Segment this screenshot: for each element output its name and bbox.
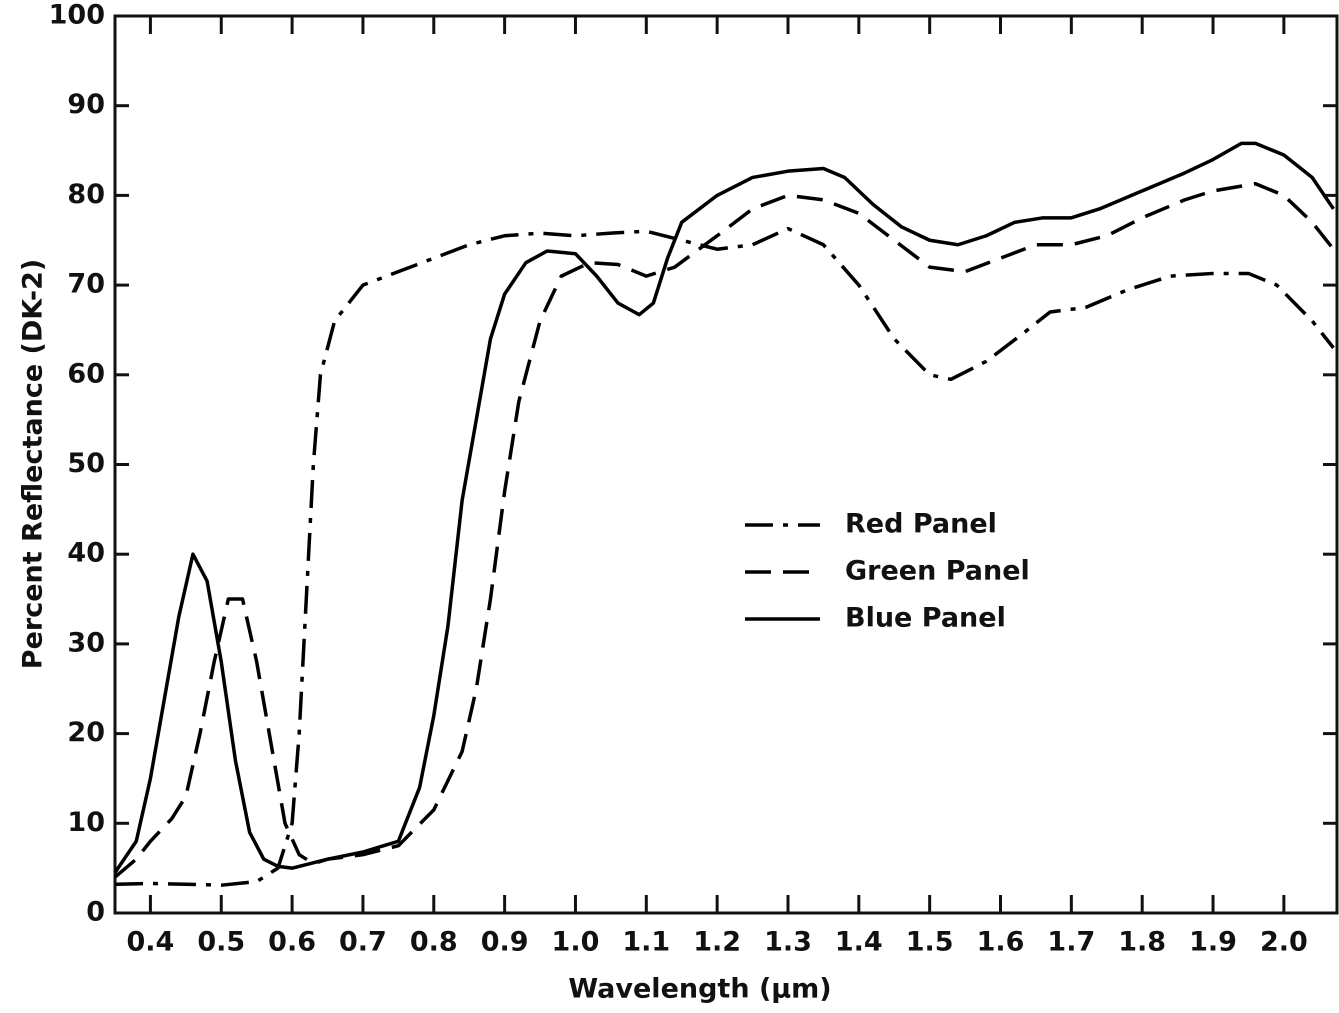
y-tick-label: 20 — [67, 717, 105, 748]
x-tick-label: 1.0 — [552, 927, 600, 958]
x-tick-label: 0.7 — [339, 927, 387, 958]
y-tick-label: 30 — [67, 627, 105, 658]
x-tick-label: 1.1 — [622, 927, 670, 958]
y-tick-label: 80 — [67, 179, 105, 210]
data-line — [113, 141, 1335, 874]
y-tick-label: 70 — [67, 269, 105, 300]
legend-label: Blue Panel — [845, 603, 1006, 634]
x-tick-label: 0.4 — [126, 927, 174, 958]
y-tick-label: 0 — [86, 897, 105, 928]
y-tick-label: 10 — [67, 807, 105, 838]
x-tick-label: 1.9 — [1189, 927, 1237, 958]
x-tick-label: 0.5 — [197, 927, 245, 958]
x-tick-label: 1.4 — [835, 927, 883, 958]
x-tick-label: 0.6 — [268, 927, 316, 958]
plot-frame — [113, 14, 1339, 915]
x-tick-label: 2.0 — [1260, 927, 1308, 958]
x-axis-label: Wavelength (μm) — [568, 974, 831, 1005]
y-tick-label: 40 — [67, 538, 105, 569]
y-axis-label: Percent Reflectance (DK-2) — [18, 259, 49, 669]
x-tick-label: 0.9 — [481, 927, 529, 958]
x-tick-label: 1.2 — [693, 927, 741, 958]
x-tick-label: 1.3 — [764, 927, 812, 958]
y-tick-label: 60 — [67, 358, 105, 389]
y-tick-label: 100 — [49, 0, 105, 31]
x-tick-label: 1.5 — [906, 927, 954, 958]
legend-label: Red Panel — [845, 509, 997, 540]
data-line — [113, 181, 1335, 879]
x-tick-label: 0.8 — [410, 927, 458, 958]
data-line — [114, 226, 1335, 887]
y-tick-label: 50 — [67, 448, 105, 479]
legend-label: Green Panel — [845, 556, 1030, 587]
x-tick-label: 1.7 — [1047, 927, 1095, 958]
x-tick-label: 1.6 — [977, 927, 1025, 958]
x-tick-label: 1.8 — [1118, 927, 1166, 958]
y-tick-label: 90 — [67, 89, 105, 120]
